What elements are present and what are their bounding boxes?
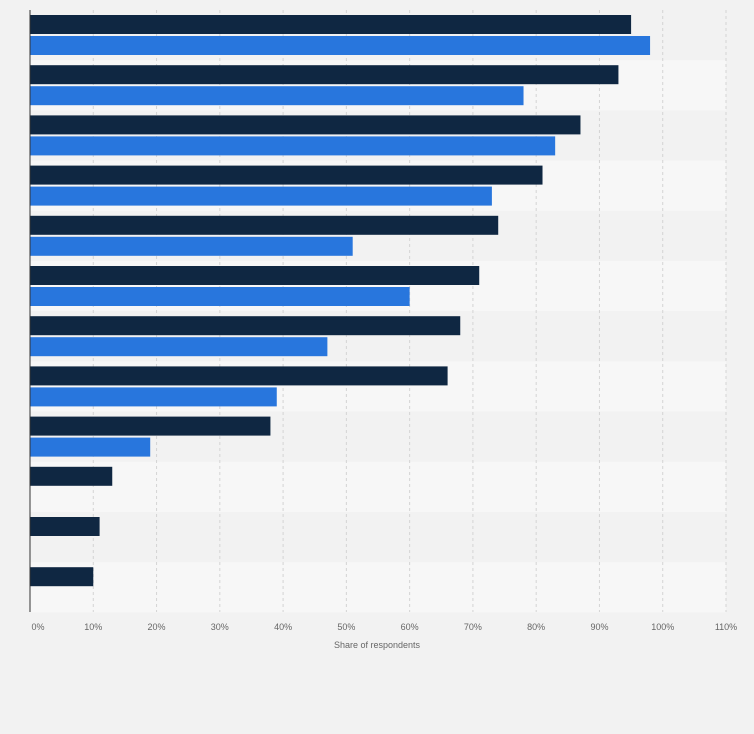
bar-series-2	[30, 86, 524, 106]
bar-series-2	[30, 287, 410, 306]
x-tick-label: 80%	[527, 622, 545, 632]
x-tick-label: 60%	[401, 622, 419, 632]
x-axis-ticks: 0% 10% 20% 30% 40% 50% 60% 70% 80% 90% 100% 110%	[31, 622, 737, 632]
bars	[30, 15, 651, 587]
x-tick-label: 100%	[651, 622, 674, 632]
bar-series-1	[30, 416, 271, 436]
row-band	[30, 461, 726, 512]
x-tick-label: 30%	[211, 622, 229, 632]
bar-series-1	[30, 266, 480, 285]
bar-series-2	[30, 236, 353, 256]
bar-series-2	[30, 437, 151, 457]
bar-series-2	[30, 337, 328, 357]
x-tick-label: 10%	[84, 622, 102, 632]
x-axis-label: Share of respondents	[334, 640, 421, 650]
bar-series-2	[30, 186, 492, 206]
row-band	[30, 512, 726, 563]
bar-series-1	[30, 65, 619, 85]
bar-series-1	[30, 466, 113, 486]
x-tick-label: 110%	[715, 622, 737, 632]
bar-series-1	[30, 215, 499, 235]
x-tick-label: 20%	[148, 622, 166, 632]
x-tick-label: 70%	[464, 622, 482, 632]
x-tick-label: 0%	[31, 622, 44, 632]
x-tick-label: 40%	[274, 622, 292, 632]
bar-series-1	[30, 567, 94, 587]
bar-series-2	[30, 387, 277, 407]
bar-series-2	[30, 136, 556, 156]
row-band	[30, 562, 726, 613]
x-tick-label: 50%	[337, 622, 355, 632]
bar-series-1	[30, 517, 100, 536]
gridlines	[92, 10, 727, 612]
bar-series-1	[30, 366, 448, 386]
bar-series-1	[30, 165, 543, 185]
bar-series-1	[30, 115, 581, 135]
bar-series-2	[30, 36, 651, 55]
bar-series-1	[30, 15, 632, 34]
bar-series-1	[30, 316, 461, 336]
x-tick-label: 90%	[590, 622, 608, 632]
